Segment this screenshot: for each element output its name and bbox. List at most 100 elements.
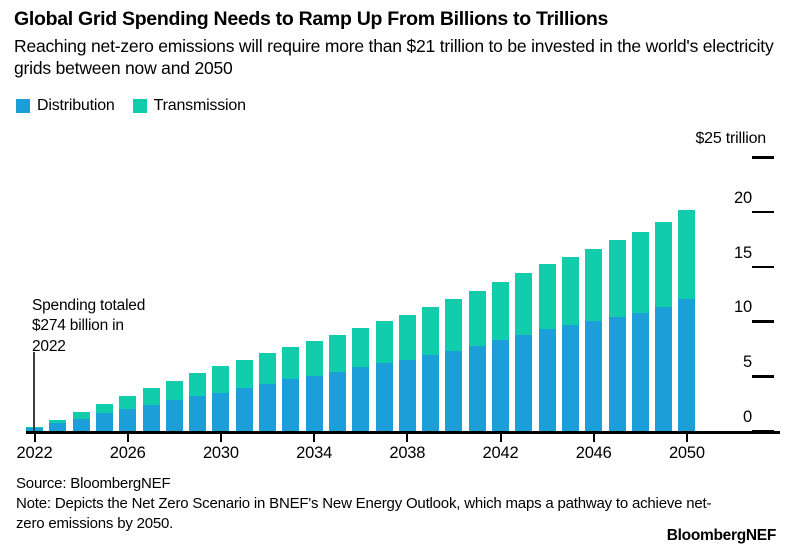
x-tick-mark-2026 <box>126 433 129 442</box>
bar-2047[interactable] <box>608 240 626 431</box>
bar-2042[interactable] <box>492 281 509 431</box>
bar-segment-transmission <box>49 420 67 424</box>
bar-segment-transmission <box>468 290 486 346</box>
bar-segment-distribution <box>305 376 323 431</box>
bar-segment-distribution <box>445 350 463 431</box>
bar-segment-distribution <box>375 363 393 431</box>
bar-segment-distribution <box>468 345 486 431</box>
bar-2050[interactable] <box>678 209 696 431</box>
bar-2040[interactable] <box>445 299 463 431</box>
legend-item-distribution[interactable]: Distribution <box>16 98 115 114</box>
bar-2028[interactable] <box>165 380 183 431</box>
bar-segment-distribution <box>655 307 673 431</box>
bar-segment-distribution <box>72 418 90 431</box>
x-tick-mark-2030 <box>219 433 222 442</box>
bar-2026[interactable] <box>119 395 137 431</box>
bar-2039[interactable] <box>422 307 440 431</box>
y-axis-unit-label: $25 trillion <box>695 130 766 147</box>
chart-footer: Source: BloombergNEF Note: Depicts the N… <box>16 474 716 534</box>
bar-segment-distribution <box>119 409 137 431</box>
bar-segment-transmission <box>328 334 346 372</box>
bar-2037[interactable] <box>375 321 393 431</box>
bar-segment-distribution <box>352 367 370 431</box>
bar-segment-transmission <box>119 395 137 410</box>
note-text: Note: Depicts the Net Zero Scenario in B… <box>16 494 712 532</box>
source-text: Source: BloombergNEF <box>16 475 171 492</box>
bar-segment-transmission <box>72 412 90 419</box>
x-tick-label-2050: 2050 <box>668 444 705 462</box>
bar-2024[interactable] <box>72 412 90 431</box>
bar-segment-transmission <box>515 273 533 335</box>
bar-segment-distribution <box>259 383 276 431</box>
bar-segment-distribution <box>608 317 626 431</box>
bar-segment-transmission <box>95 403 113 414</box>
bar-segment-transmission <box>422 307 440 356</box>
bar-segment-transmission <box>375 321 393 364</box>
bar-2038[interactable] <box>398 314 416 431</box>
bar-segment-transmission <box>305 341 323 377</box>
bar-segment-distribution <box>95 413 113 431</box>
bar-2041[interactable] <box>468 290 486 431</box>
bar-segment-distribution <box>189 395 207 431</box>
bar-segment-distribution <box>142 404 160 431</box>
bar-segment-transmission <box>655 221 673 308</box>
bar-2044[interactable] <box>538 264 556 431</box>
bar-segment-transmission <box>561 256 579 325</box>
bar-segment-distribution <box>165 400 183 431</box>
bar-segment-transmission <box>608 240 626 317</box>
x-tick-label-2034: 2034 <box>296 444 333 462</box>
bar-2036[interactable] <box>352 327 370 431</box>
y-tick-mark-25 <box>752 156 774 159</box>
bar-segment-distribution <box>585 321 603 431</box>
bar-2027[interactable] <box>142 388 160 431</box>
bar-segment-distribution <box>235 388 253 431</box>
bar-2031[interactable] <box>235 359 253 431</box>
bar-2034[interactable] <box>305 341 323 431</box>
y-tick-mark-10 <box>752 320 774 323</box>
bar-2032[interactable] <box>259 353 276 431</box>
bar-segment-transmission <box>445 299 463 351</box>
bar-2023[interactable] <box>49 420 67 431</box>
chart-title: Global Grid Spending Needs to Ramp Up Fr… <box>14 8 609 30</box>
bar-segment-transmission <box>282 346 300 380</box>
bar-segment-transmission <box>678 209 696 300</box>
bar-2029[interactable] <box>189 372 207 431</box>
bar-segment-transmission <box>398 314 416 360</box>
y-tick-mark-20 <box>752 210 774 214</box>
bar-2049[interactable] <box>655 221 673 431</box>
annotation-2022-spending: Spending totaled $274 billion in 2022 <box>32 297 146 355</box>
y-tick-label-10: 10 <box>734 298 752 317</box>
bar-2045[interactable] <box>561 256 579 431</box>
bar-2043[interactable] <box>515 273 533 431</box>
bar-segment-transmission <box>142 388 160 405</box>
bar-segment-distribution <box>328 371 346 431</box>
x-tick-label-2042: 2042 <box>482 444 519 462</box>
bar-segment-distribution <box>398 359 416 431</box>
y-tick-mark-5 <box>752 375 774 378</box>
x-tick-label-2030: 2030 <box>202 444 239 462</box>
bar-segment-transmission <box>631 231 649 313</box>
x-tick-mark-2038 <box>406 433 409 442</box>
x-tick-label-2038: 2038 <box>389 444 426 462</box>
x-tick-mark-2046 <box>592 433 595 442</box>
bar-segment-distribution <box>515 334 533 431</box>
bar-2035[interactable] <box>328 334 346 431</box>
bar-2025[interactable] <box>95 403 113 431</box>
bar-segment-transmission <box>492 281 509 341</box>
bar-2030[interactable] <box>212 366 230 431</box>
bar-2033[interactable] <box>282 346 300 431</box>
brand-logo: BloombergNEF <box>666 527 777 544</box>
bar-segment-transmission <box>212 366 230 393</box>
y-tick-label-5: 5 <box>743 353 752 372</box>
y-tick-label-20: 20 <box>734 188 752 207</box>
legend-swatch-icon <box>16 99 30 113</box>
bar-segment-transmission <box>165 380 183 401</box>
bar-2046[interactable] <box>585 249 603 431</box>
x-axis-line <box>26 431 780 434</box>
bar-segment-transmission <box>538 264 556 330</box>
bar-2048[interactable] <box>631 231 649 431</box>
legend-item-transmission[interactable]: Transmission <box>132 98 246 114</box>
x-tick-label-2026: 2026 <box>109 444 146 462</box>
bar-segment-distribution <box>49 423 67 431</box>
